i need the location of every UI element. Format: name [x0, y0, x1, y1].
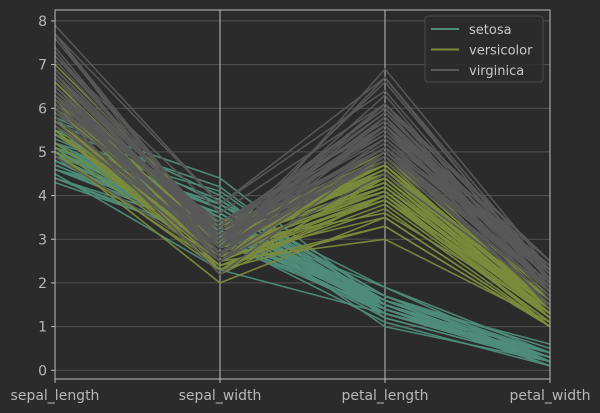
line-virginica	[54, 155, 551, 297]
line-virginica	[54, 111, 551, 293]
line-versicolor	[54, 151, 551, 328]
line-virginica	[54, 85, 551, 284]
series-virginica	[54, 24, 551, 310]
line-virginica	[54, 77, 551, 267]
line-virginica	[54, 33, 551, 284]
y-tick-label: 3	[38, 232, 47, 248]
y-tick-label: 5	[38, 145, 47, 161]
x-tick-label: sepal_length	[11, 388, 100, 404]
x-tick-labels: sepal_length sepal_width petal_length petal…	[11, 379, 591, 404]
line-virginica	[54, 77, 551, 262]
plot-frame	[54, 9, 551, 380]
y-tick-label: 6	[38, 101, 47, 117]
legend-box	[424, 15, 544, 83]
y-tick-labels: 0 1 2 3 4 5 6 7 8	[38, 14, 55, 379]
y-tick-label: 1	[38, 320, 47, 336]
x-tick-label: petal_length	[341, 388, 428, 404]
line-versicolor	[54, 129, 551, 328]
line-virginica	[54, 90, 551, 275]
line-virginica	[54, 107, 551, 306]
y-tick-label: 4	[38, 189, 47, 205]
line-virginica	[54, 33, 551, 275]
y-tick-label: 7	[38, 58, 47, 74]
x-tick-label: sepal_width	[179, 388, 262, 404]
line-virginica	[54, 98, 551, 271]
line-virginica	[54, 55, 551, 262]
line-virginica	[54, 116, 551, 288]
series-lines	[54, 24, 551, 367]
y-tick-label: 8	[38, 14, 47, 30]
legend-label-versicolor: versicolor	[469, 44, 533, 59]
y-tick-label: 0	[38, 363, 47, 379]
legend: setosa versicolor virginica	[424, 15, 544, 83]
line-versicolor	[54, 146, 551, 323]
x-tick-label: petal_width	[509, 388, 590, 404]
horizontal-grid	[55, 20, 550, 371]
line-versicolor	[54, 129, 551, 315]
y-tick-label: 2	[38, 276, 47, 292]
legend-label-setosa: setosa	[469, 23, 512, 38]
legend-label-virginica: virginica	[469, 64, 524, 79]
